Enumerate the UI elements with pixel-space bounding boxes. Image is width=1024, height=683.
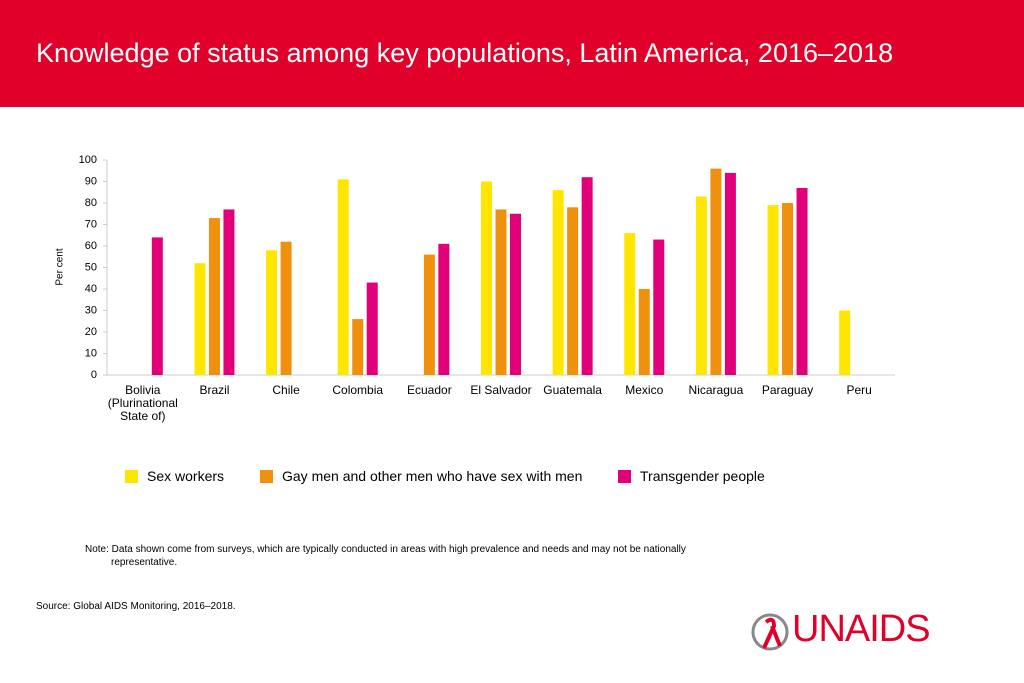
y-tick-label: 100 xyxy=(79,154,97,166)
y-tick-label: 0 xyxy=(91,369,97,381)
x-tick-label: Mexico xyxy=(625,383,664,397)
legend-label: Transgender people xyxy=(640,468,765,484)
bar xyxy=(194,263,206,375)
legend-label: Gay men and other men who have sex with … xyxy=(282,468,583,484)
bar xyxy=(510,213,521,375)
x-tick-label: Peru xyxy=(846,383,872,397)
x-tick-label: Chile xyxy=(272,383,300,397)
bar xyxy=(638,289,650,375)
bar xyxy=(495,209,507,375)
y-axis-label: Per cent xyxy=(55,248,66,285)
bar xyxy=(653,239,665,375)
legend-label: Sex workers xyxy=(147,468,225,484)
logo-emblem xyxy=(751,613,789,651)
legend-item: Sex workers xyxy=(125,468,224,484)
legend-item: Transgender people xyxy=(618,468,765,484)
bar xyxy=(796,187,808,375)
bar xyxy=(481,181,492,375)
bar xyxy=(782,203,794,375)
y-tick-label: 30 xyxy=(85,304,97,316)
bar xyxy=(695,196,707,375)
bar xyxy=(567,207,579,375)
logo-ribbon xyxy=(762,617,782,649)
logo-text: UNAIDS xyxy=(792,608,931,650)
bar xyxy=(223,209,235,375)
note: Note: Data shown come from surveys, whic… xyxy=(85,544,686,568)
bar xyxy=(767,205,779,375)
y-tick-label: 10 xyxy=(85,347,97,359)
x-tick-label: Guatemala xyxy=(543,383,602,397)
x-tick-label: Bolivia (Plurinational State of) xyxy=(107,383,178,423)
legend-item: Gay men and other men who have sex with … xyxy=(260,468,582,484)
y-tick-label: 50 xyxy=(85,261,97,273)
source: Source: Global AIDS Monitoring, 2016–201… xyxy=(36,601,236,612)
y-tick-label: 40 xyxy=(85,283,97,295)
legend-swatch xyxy=(125,470,138,483)
x-tick-label: Ecuador xyxy=(407,383,452,397)
bar xyxy=(552,190,564,375)
x-tick-label: Brazil xyxy=(199,383,230,397)
bar xyxy=(366,282,378,375)
bar xyxy=(438,243,450,375)
bar xyxy=(710,168,722,375)
bar xyxy=(208,218,220,375)
bar xyxy=(724,172,736,375)
x-tick-label: Nicaragua xyxy=(688,383,744,397)
legend-swatch xyxy=(618,470,631,483)
bar xyxy=(266,250,278,375)
bar xyxy=(352,319,364,375)
bar xyxy=(337,179,349,375)
header xyxy=(0,0,1024,107)
legend-swatch xyxy=(260,470,273,483)
x-tick-label: Paraguay xyxy=(761,383,814,397)
bar xyxy=(151,237,163,375)
bar xyxy=(423,254,435,375)
y-tick-label: 90 xyxy=(85,175,97,187)
bar xyxy=(624,233,636,375)
bar xyxy=(280,241,292,375)
bar xyxy=(839,310,851,375)
y-tick-label: 20 xyxy=(85,326,97,338)
y-tick-label: 70 xyxy=(85,218,97,230)
y-tick-label: 60 xyxy=(85,240,97,252)
x-tick-label: Colombia xyxy=(332,383,384,397)
bar xyxy=(581,177,593,375)
y-tick-label: 80 xyxy=(85,197,97,209)
x-tick-label: El Salvador xyxy=(470,383,532,397)
chart-title: Knowledge of status among key population… xyxy=(36,38,894,68)
